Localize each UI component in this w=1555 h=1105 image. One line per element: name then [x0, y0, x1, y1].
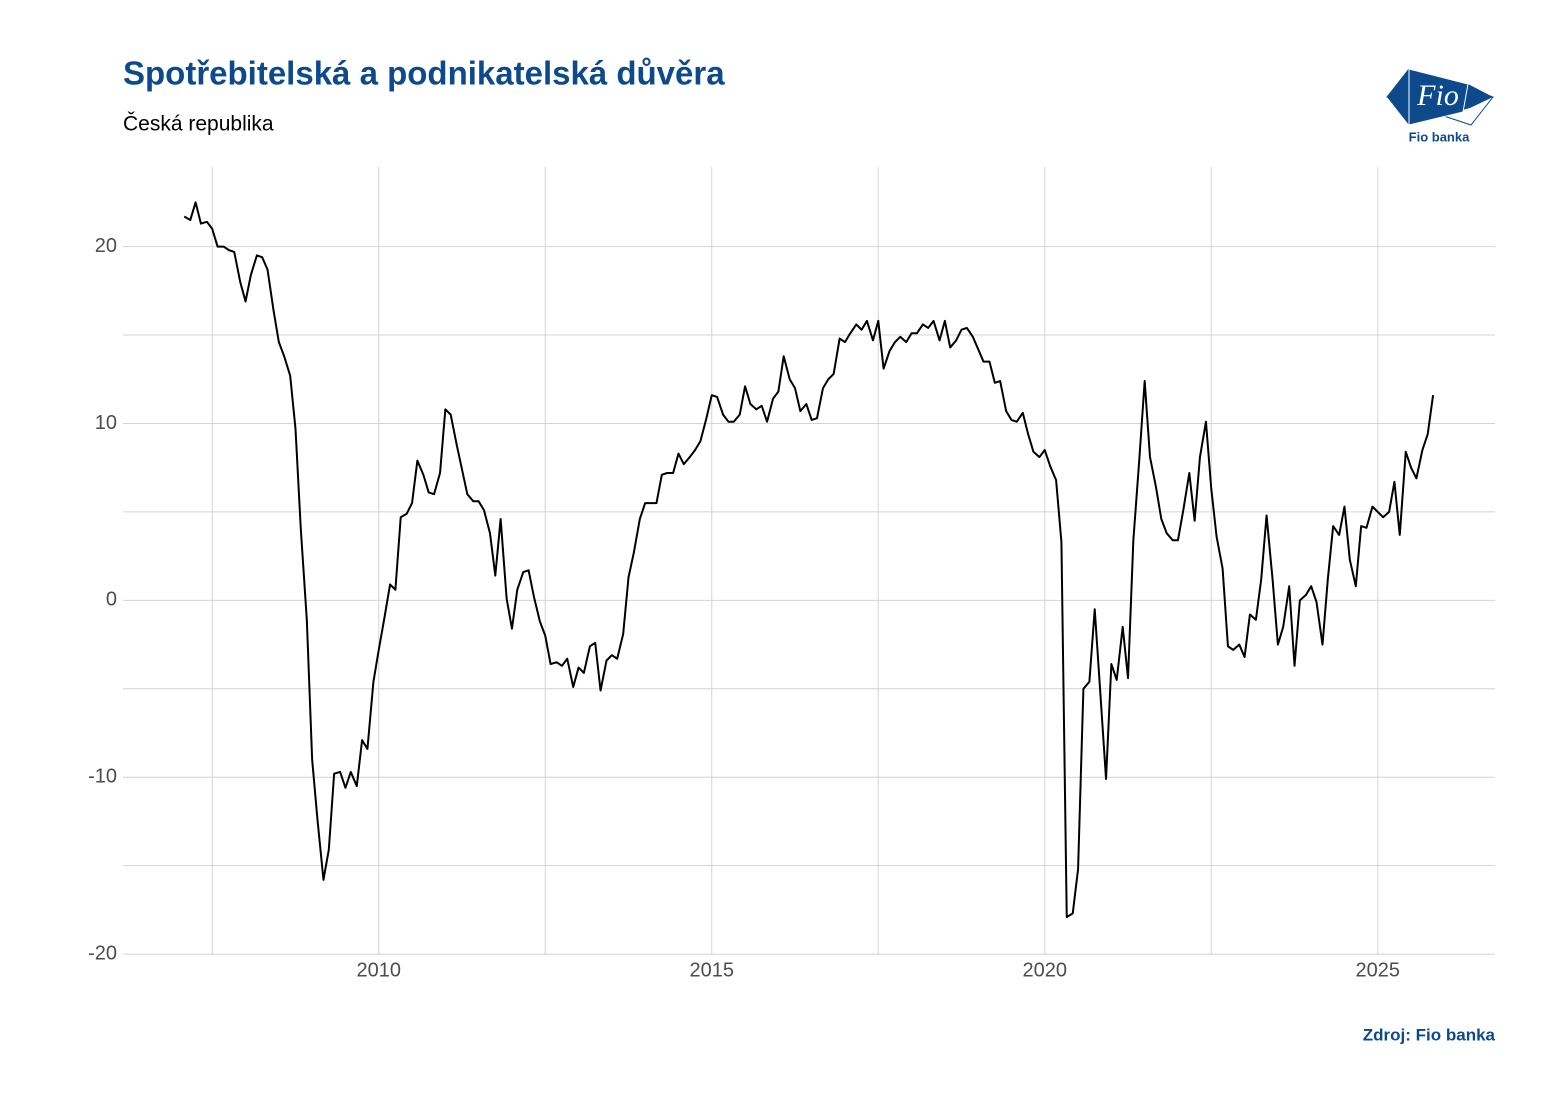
x-tick-label: 2015 — [690, 959, 735, 981]
y-tick-label: 10 — [95, 412, 117, 434]
chart-title: Spotřebitelská a podnikatelská důvěra — [123, 55, 725, 92]
y-tick-label: -10 — [88, 766, 117, 788]
logo-caption: Fio banka — [1409, 129, 1470, 144]
chart-subtitle: Česká republika — [123, 113, 274, 136]
logo: Fio Fio banka — [1386, 68, 1494, 144]
y-tick-label: -20 — [88, 942, 117, 964]
y-tick-label: 0 — [106, 589, 117, 611]
data-line — [183, 201, 1435, 918]
x-tick-label: 2020 — [1023, 959, 1068, 981]
logo-text: Fio — [1416, 79, 1459, 112]
source-note: Zdroj: Fio banka — [1363, 1025, 1496, 1044]
x-tick-label: 2025 — [1356, 959, 1401, 981]
logo-inner — [1408, 68, 1469, 126]
y-tick-label: 20 — [95, 235, 117, 257]
x-tick-label: 2010 — [357, 959, 402, 981]
